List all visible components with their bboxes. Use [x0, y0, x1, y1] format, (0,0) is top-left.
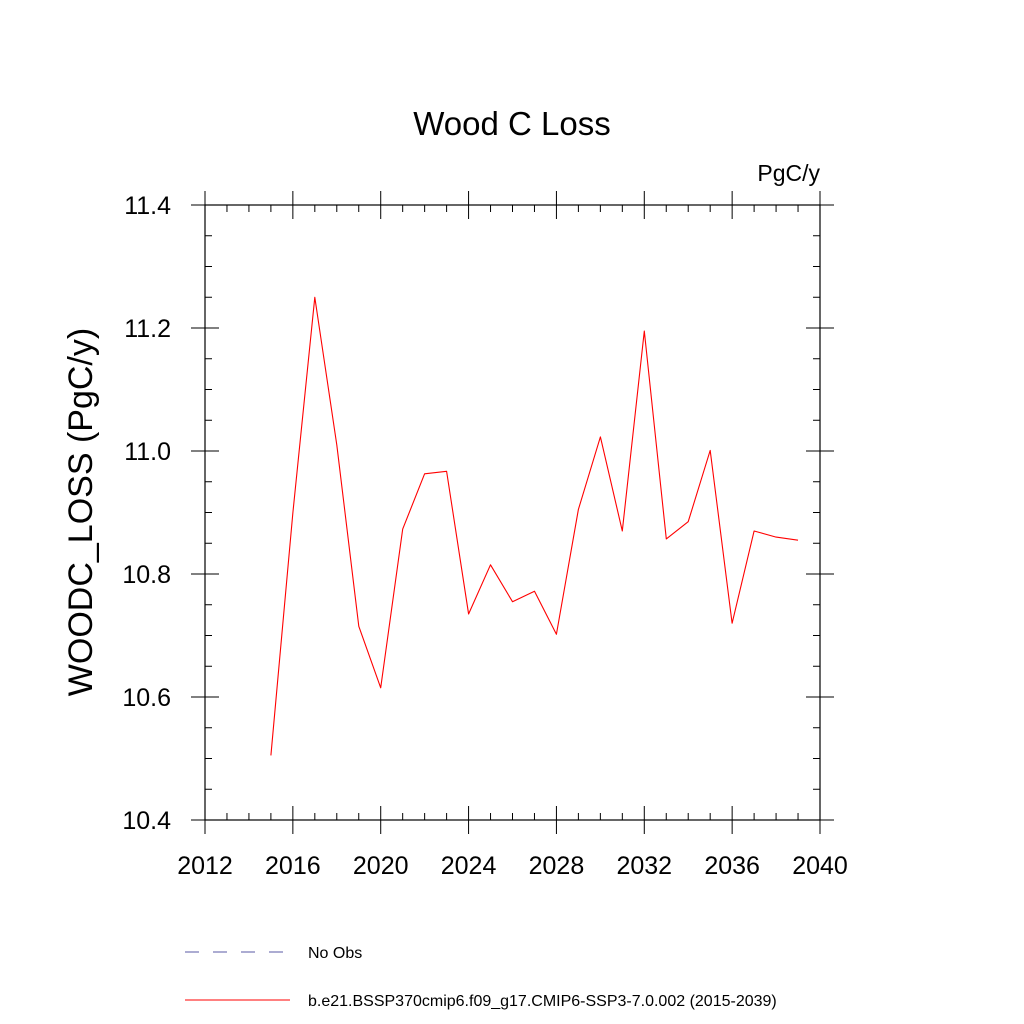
units-label: PgC/y	[757, 160, 820, 186]
x-tick-label: 2032	[616, 852, 672, 880]
y-tick-label: 11.4	[124, 192, 171, 220]
x-tick-label: 2016	[265, 852, 321, 880]
y-tick-label: 11.0	[124, 438, 171, 466]
y-tick-label: 10.8	[122, 561, 171, 589]
legend: No Obs b.e21.BSSP370cmip6.f09_g17.CMIP6-…	[185, 945, 777, 1010]
chart-title: Wood C Loss	[413, 105, 610, 142]
plot-frame	[204, 204, 821, 821]
y-axis-ticks: 10.4 10.6 10.8 11.0 11.2 11.4	[122, 192, 834, 835]
y-tick-label: 10.6	[122, 684, 171, 712]
x-tick-label: 2036	[704, 852, 760, 880]
y-tick-label: 10.4	[122, 807, 171, 835]
series-layer	[270, 296, 799, 756]
y-axis-label: WOODC_LOSS (PgC/y)	[62, 328, 100, 696]
legend-label-no-obs: No Obs	[308, 945, 362, 962]
x-tick-label: 2020	[353, 852, 409, 880]
y-tick-label: 11.2	[124, 315, 171, 343]
x-tick-label: 2028	[529, 852, 585, 880]
legend-label-model: b.e21.BSSP370cmip6.f09_g17.CMIP6-SSP3-7.…	[308, 993, 777, 1010]
x-tick-label: 2024	[441, 852, 497, 880]
x-axis-ticks: 2012 2016 2020 2024 2028 2032 2036 2040	[177, 191, 848, 880]
series-line	[270, 296, 799, 756]
x-tick-label: 2040	[792, 852, 848, 880]
x-tick-label: 2012	[177, 852, 233, 880]
